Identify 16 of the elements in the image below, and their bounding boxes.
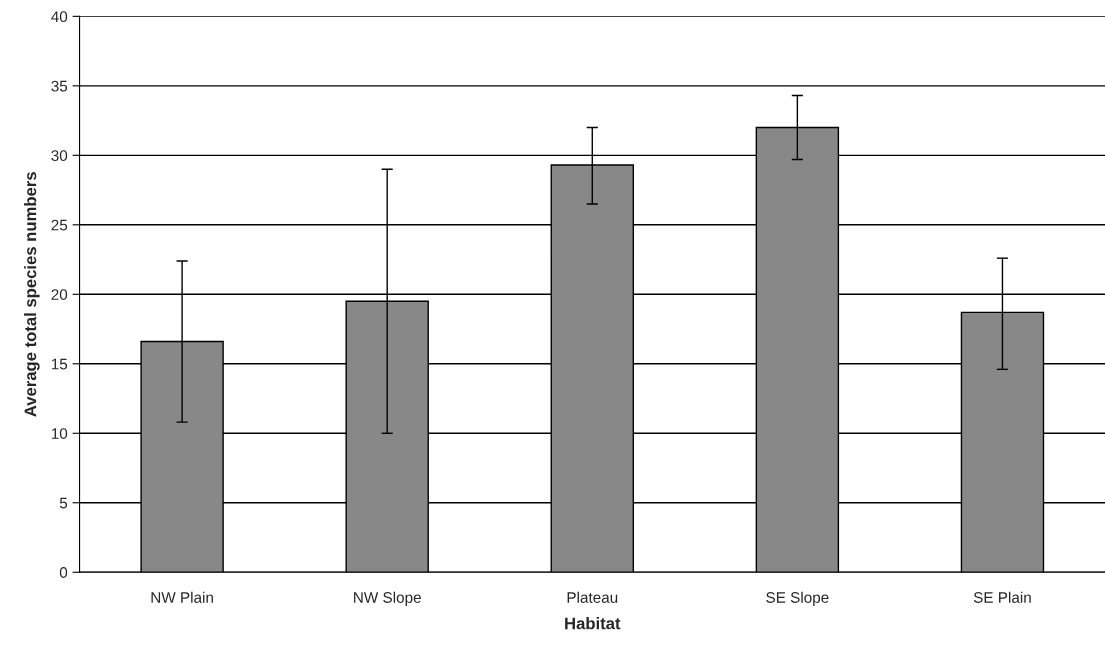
y-tick-label: 25 [51,219,68,231]
x-tick-label: SE Plain [973,591,1031,603]
x-axis-title: Habitat [565,617,621,630]
y-tick-label: 20 [51,289,68,300]
y-tick-label: 10 [51,428,68,439]
y-axis-title: Average total species numbers [24,172,40,417]
x-tick-label: NW Slope [354,591,421,606]
y-tick-label: 40 [51,11,68,23]
x-tick-label: Plateau [567,591,618,603]
y-tick-label: 15 [51,358,68,370]
y-tick-label: 30 [51,150,68,162]
x-tick-label: SE Slope [766,591,829,606]
x-tick-label: NW Plain [151,591,213,603]
y-tick-label: 35 [51,80,68,92]
y-tick-label: 5 [59,497,68,509]
y-tick-label: 0 [59,567,68,578]
